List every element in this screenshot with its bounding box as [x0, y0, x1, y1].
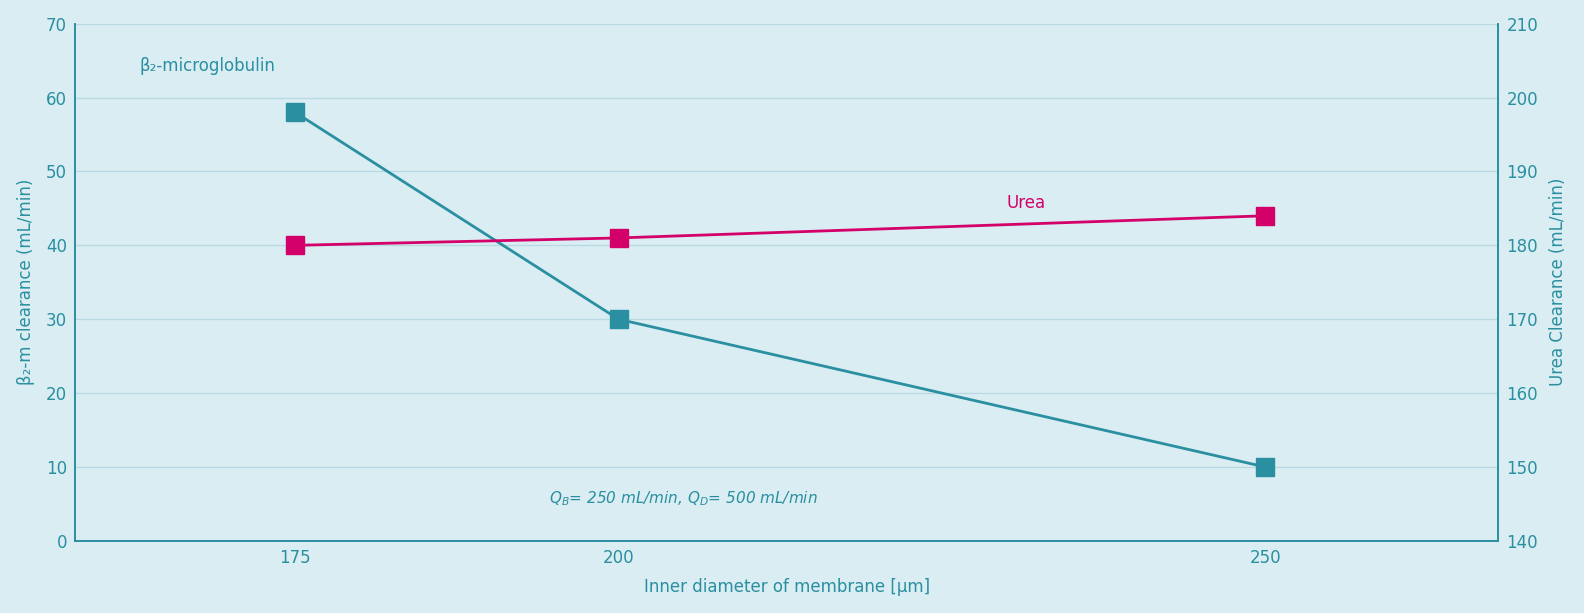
Text: β₂-microglobulin: β₂-microglobulin	[139, 57, 276, 75]
X-axis label: Inner diameter of membrane [μm]: Inner diameter of membrane [μm]	[643, 578, 930, 596]
Text: $Q_B$= 250 mL/min, $Q_D$= 500 mL/min: $Q_B$= 250 mL/min, $Q_D$= 500 mL/min	[548, 489, 817, 508]
Y-axis label: β₂-m clearance (mL/min): β₂-m clearance (mL/min)	[17, 179, 35, 386]
Y-axis label: Urea Clearance (mL/min): Urea Clearance (mL/min)	[1549, 178, 1567, 386]
Text: Urea: Urea	[1006, 194, 1045, 212]
